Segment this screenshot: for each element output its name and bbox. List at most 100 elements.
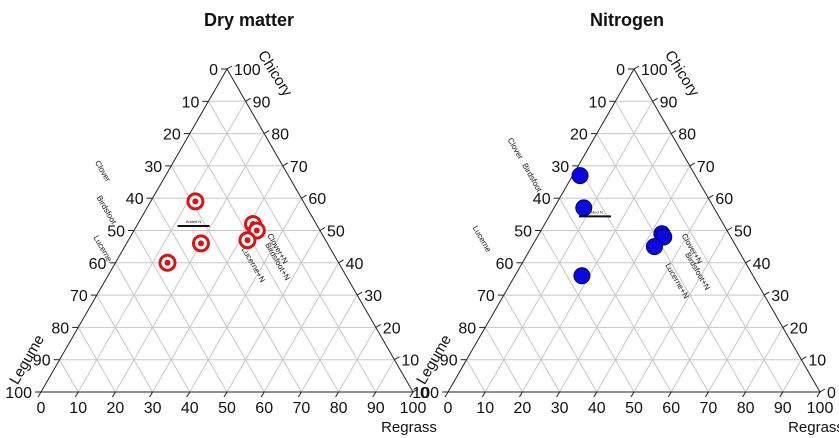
tick-label-bottom: 80 (330, 400, 348, 417)
tick-label-left: 40 (126, 191, 144, 208)
axis-label-regrass: Regrass (788, 419, 839, 436)
tick-label-left: 30 (144, 159, 162, 176)
tick-label-left: 10 (182, 94, 200, 111)
annotation-label: Lucerne+N (663, 262, 691, 301)
tick-label-left: 80 (458, 320, 476, 337)
axis-label-regrass: Regrass (381, 419, 437, 436)
tick-label-left: 40 (533, 191, 551, 208)
tick-label-bottom: 50 (218, 400, 236, 417)
tick-label-bottom: 10 (476, 400, 494, 417)
data-point (186, 192, 205, 211)
tick-label-left: 0 (616, 62, 625, 79)
tick-label-right: 90 (253, 94, 271, 111)
tick-label-bottom: 40 (181, 400, 199, 417)
gridline (633, 230, 728, 393)
tick-mark (593, 391, 598, 398)
chart-title: Dry matter (204, 10, 294, 30)
gridline (300, 294, 358, 393)
gridline (614, 101, 784, 393)
tick-label-left: 70 (70, 288, 88, 305)
tick-mark (149, 391, 154, 398)
tick-label-right: 70 (697, 159, 715, 176)
gridline (59, 359, 79, 393)
tick-label-right: 60 (308, 191, 326, 208)
tick-mark (74, 391, 79, 398)
gridline (338, 327, 377, 393)
tick-mark (338, 259, 344, 264)
tick-label-right: 50 (734, 224, 752, 241)
tick-label-left: 20 (570, 127, 588, 144)
tick-mark (779, 391, 784, 398)
tick-label-bottom: 100 (400, 400, 427, 417)
tick-mark (356, 291, 363, 296)
annotation-label: Clover (93, 159, 113, 184)
tick-mark (260, 391, 265, 398)
tick-label-bottom: 90 (367, 400, 385, 417)
tick-label-bottom: 30 (551, 400, 569, 417)
tick-mark (372, 391, 377, 398)
tick-mark (375, 323, 382, 328)
tick-mark (667, 391, 672, 398)
tick-label-right: 10 (808, 353, 826, 370)
tick-mark (223, 391, 228, 398)
tick-label-right: 70 (290, 159, 308, 176)
tick-mark (481, 391, 486, 398)
annotation-added-n: Added N (186, 219, 202, 224)
annotation-label: Birdsfoot (95, 194, 119, 227)
tick-label-bottom: 20 (514, 400, 532, 417)
data-point-center (253, 227, 260, 234)
tick-mark (518, 391, 523, 398)
tick-mark (782, 323, 789, 328)
tick-mark (412, 388, 419, 393)
gridline (540, 230, 635, 393)
tick-label-right: 50 (327, 224, 345, 241)
gridline (521, 262, 598, 393)
grid (59, 100, 395, 393)
tick-label-bottom: 60 (255, 400, 273, 417)
tick-label-bottom: 0 (37, 400, 46, 417)
gridline (152, 165, 284, 393)
gridline (133, 230, 228, 393)
gridline (503, 294, 561, 393)
tick-label-right: 20 (383, 320, 401, 337)
tick-label-bottom: 30 (144, 400, 162, 417)
annotation-label: Lucerne (471, 224, 494, 254)
data-point (575, 199, 593, 217)
tick-label-bottom: 80 (737, 400, 755, 417)
tick-mark (745, 259, 751, 264)
tick-label-left: 100 (412, 385, 439, 402)
tick-label-left: 60 (89, 256, 107, 273)
tick-label-right: 40 (346, 256, 364, 273)
gridline (375, 359, 395, 393)
tick-label-bottom: 40 (588, 400, 606, 417)
data-point-center (164, 259, 171, 266)
tick-label-right: 20 (790, 320, 808, 337)
tick-label-left: 80 (51, 320, 69, 337)
data-point-center (197, 240, 204, 247)
tick-label-left: 90 (33, 353, 51, 370)
data-point-center (244, 237, 251, 244)
gridline (745, 327, 784, 393)
gridline (484, 101, 654, 393)
tick-label-left: 0 (209, 62, 218, 79)
tick-label-bottom: 0 (444, 400, 453, 417)
tick-mark (282, 162, 289, 167)
tick-mark (444, 391, 449, 398)
data-points (571, 167, 673, 285)
tick-mark (111, 391, 116, 398)
tick-label-right: 100 (641, 62, 668, 79)
tick-mark (409, 391, 414, 398)
tick-label-left: 20 (163, 127, 181, 144)
tick-label-bottom: 70 (700, 400, 718, 417)
data-point (158, 253, 177, 272)
tick-mark (394, 356, 400, 361)
tick-label-right: 30 (771, 288, 789, 305)
tick-mark (226, 65, 233, 70)
tick-label-right: 60 (715, 191, 733, 208)
tick-label-right: 40 (753, 256, 771, 273)
tick-label-left: 70 (477, 288, 495, 305)
gridline (226, 230, 321, 393)
tick-mark (297, 391, 302, 398)
